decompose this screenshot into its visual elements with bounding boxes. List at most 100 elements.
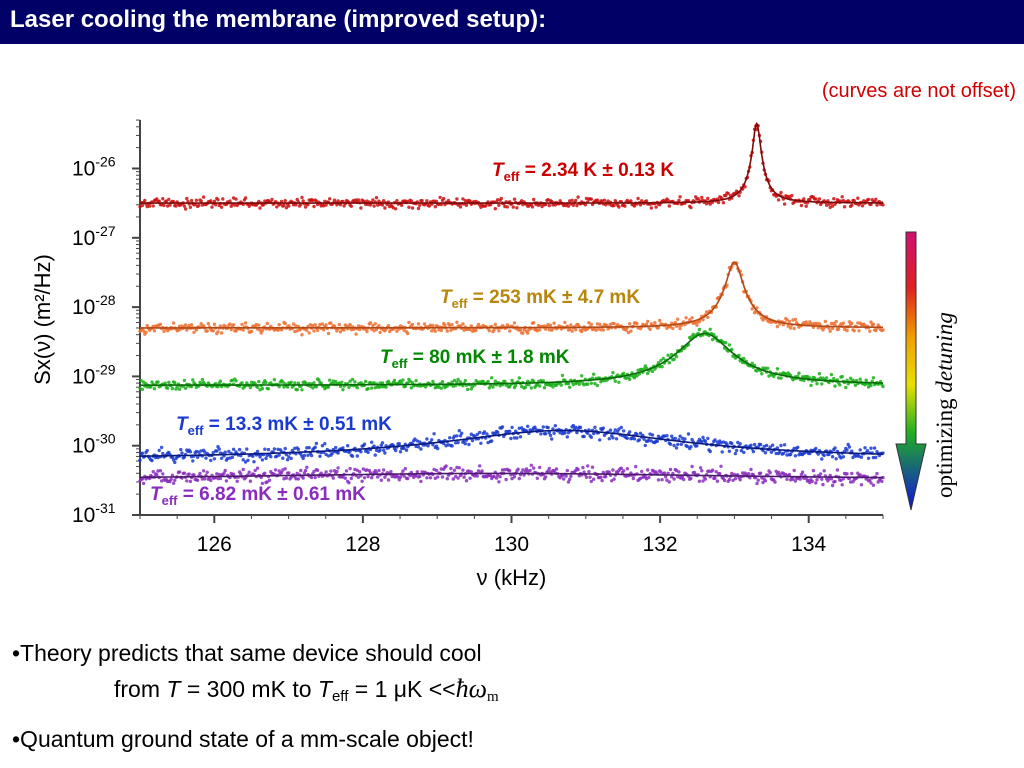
data-point [720, 450, 724, 454]
data-point [270, 197, 274, 202]
data-point [261, 203, 266, 207]
data-point [552, 321, 556, 325]
data-point [358, 470, 362, 474]
data-point [329, 469, 333, 473]
data-point [845, 448, 849, 452]
data-point [420, 199, 424, 203]
data-point [243, 460, 248, 464]
data-point [372, 204, 376, 208]
data-point [726, 191, 730, 196]
data-point [648, 327, 652, 332]
data-point [850, 449, 854, 453]
data-point [538, 328, 542, 332]
data-point [224, 479, 229, 483]
data-point [372, 444, 376, 448]
data-point [283, 467, 287, 471]
data-point [752, 442, 757, 447]
data-point [140, 477, 145, 481]
data-point [701, 435, 705, 440]
data-point [228, 322, 232, 326]
series-label-green: Teff = 80 mK ± 1.8 mK [380, 347, 570, 371]
data-point [470, 438, 475, 443]
data-point [590, 376, 595, 380]
data-point [490, 376, 494, 380]
data-point [212, 457, 217, 461]
data-point [228, 199, 232, 203]
data-point [342, 328, 346, 332]
data-point [379, 385, 383, 389]
data-point [738, 478, 742, 482]
data-point [530, 205, 535, 209]
data-point [582, 434, 586, 439]
data-point [689, 445, 693, 449]
data-point [305, 328, 309, 332]
data-point [575, 203, 579, 208]
data-point [239, 472, 243, 476]
data-point [277, 323, 281, 327]
arrow-shape [895, 231, 927, 511]
data-point [215, 449, 219, 453]
data-point [197, 203, 201, 208]
data-point [829, 372, 834, 377]
data-point [869, 446, 873, 450]
data-point [175, 385, 179, 389]
data-point [171, 481, 176, 485]
data-point [157, 199, 161, 203]
data-point [859, 455, 864, 459]
data-point [492, 474, 496, 479]
data-point [199, 199, 203, 203]
data-point [518, 328, 523, 332]
data-point [156, 380, 160, 384]
data-point [442, 196, 446, 201]
data-point [151, 470, 155, 474]
data-point [581, 465, 585, 470]
data-point [302, 453, 307, 458]
data-point [152, 387, 157, 391]
data-point [637, 438, 641, 442]
data-point [403, 384, 407, 389]
data-point [589, 322, 593, 327]
data-point [857, 329, 861, 333]
data-point [388, 329, 392, 334]
data-point [191, 459, 195, 463]
data-point [171, 321, 176, 325]
data-point [364, 379, 368, 384]
data-point [320, 444, 325, 448]
data-point [682, 477, 686, 482]
data-point [842, 205, 847, 209]
data-point [719, 464, 723, 468]
data-point [255, 385, 260, 389]
data-point [219, 331, 224, 335]
data-point [768, 445, 772, 449]
data-point [341, 446, 345, 450]
series-label-orange: Teff = 253 mK ± 4.7 mK [440, 287, 640, 311]
series-labels: Teff = 2.34 K ± 0.13 K Teff = 253 mK ± 4.… [150, 160, 674, 508]
data-point [875, 471, 879, 476]
data-point [785, 477, 789, 481]
data-point [463, 442, 467, 446]
data-point [869, 481, 873, 485]
data-point [850, 203, 854, 207]
data-point [510, 476, 514, 481]
data-point [234, 379, 238, 383]
data-point [628, 377, 632, 382]
data-point [589, 435, 593, 439]
data-point [430, 438, 434, 442]
data-point [436, 446, 440, 451]
data-point [617, 205, 621, 209]
data-point [721, 201, 726, 205]
data-point [168, 203, 172, 207]
data-point [355, 454, 359, 458]
data-point [187, 472, 191, 476]
data-point [827, 326, 831, 330]
data-point [293, 381, 297, 385]
data-point [589, 479, 593, 484]
data-point [708, 327, 712, 331]
series-red [138, 122, 885, 211]
data-point [379, 478, 383, 482]
data-point [299, 468, 303, 473]
data-point [508, 469, 512, 473]
y-tick-label: 10-27 [72, 223, 116, 250]
data-point [281, 380, 285, 384]
data-point [434, 468, 439, 473]
